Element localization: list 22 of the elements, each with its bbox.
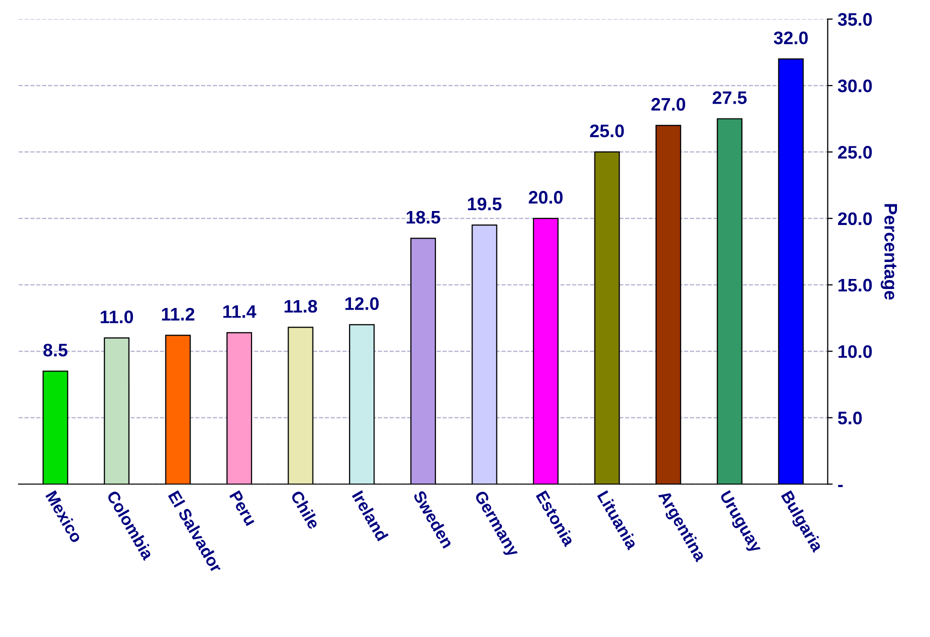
data-label: 27.0 [651,98,686,111]
data-label: 8.5 [43,344,68,357]
data-label: 11.0 [100,310,134,324]
y-tick-label: 5.0 [838,412,862,424]
y-tick-label: - [838,484,843,488]
data-label: 19.5 [468,198,502,210]
data-label: 27.5 [712,91,747,104]
y-axis-title: Percentage [880,204,897,300]
data-label: 11.2 [162,308,194,320]
y-tick-label: 10.0 [838,345,872,358]
data-label: 25.0 [590,124,624,138]
data-label: 11.8 [284,300,318,313]
y-tick-label: 20.0 [838,212,872,226]
data-label: 32.0 [774,32,808,44]
y-tick-label: 15.0 [838,278,872,292]
data-label: 20.0 [528,190,563,204]
data-label: 11.4 [223,305,256,318]
data-label: 18.5 [406,210,440,224]
y-tick-label: 25.0 [838,146,872,159]
data-label: 12.0 [345,297,379,310]
y-tick-label: 30.0 [838,79,872,92]
y-tick-label: 35.0 [838,13,872,26]
